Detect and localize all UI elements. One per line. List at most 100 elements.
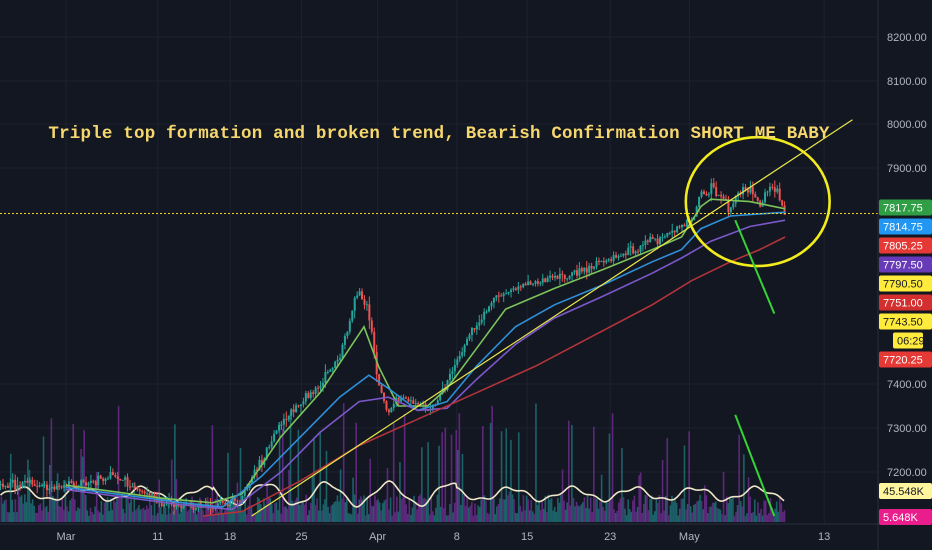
volume-bar — [613, 509, 615, 522]
volume-bar — [346, 498, 348, 522]
volume-bar — [769, 498, 772, 522]
volume-bar — [305, 494, 307, 522]
volume-bar — [597, 508, 600, 522]
volume-bar — [644, 494, 647, 522]
volume-bar — [64, 480, 67, 522]
volume-bar — [755, 515, 758, 522]
volume-bar — [507, 495, 509, 522]
volume-bar — [241, 512, 243, 522]
candle-body — [341, 344, 344, 359]
volume-bar — [13, 512, 15, 522]
candle-body — [28, 479, 31, 483]
candle-body — [273, 433, 276, 442]
volume-bar — [225, 508, 228, 522]
volume-bar — [144, 509, 146, 522]
volume-bar — [339, 469, 342, 522]
candle-body — [1, 483, 4, 487]
x-tick-label: Mar — [57, 531, 76, 543]
candle-body — [26, 480, 29, 483]
volume-bar — [114, 502, 117, 522]
volume-bar — [660, 513, 662, 522]
candle-body — [119, 479, 122, 481]
volume-bar — [95, 472, 98, 522]
volume-bar — [242, 511, 245, 522]
candle-body — [600, 261, 603, 263]
candle-body — [727, 200, 730, 213]
price-badges: 7817.75 7814.75 7805.25 7797.50 7790.50 7751.… — [879, 199, 932, 525]
candle-body — [89, 480, 92, 483]
candle-body — [94, 481, 97, 486]
volume-bar — [444, 427, 447, 522]
volume-bar — [555, 512, 558, 522]
volume-bar — [372, 506, 375, 522]
price-axis[interactable]: 8200.00 8100.00 8000.00 7900.00 7400.00 7300.… — [887, 32, 927, 479]
candle-body — [153, 494, 156, 498]
volume-bar — [414, 501, 417, 522]
volume-bar — [38, 505, 40, 522]
candle-body — [470, 328, 473, 335]
volume-bar — [94, 506, 96, 522]
volume-bar — [718, 508, 720, 522]
candle-body — [536, 281, 539, 284]
volume-bar — [89, 507, 92, 522]
volume-bar — [589, 497, 592, 522]
volume-bar — [391, 515, 393, 522]
candle-body — [702, 191, 705, 195]
candle-body — [260, 459, 263, 465]
volume-bar — [245, 514, 248, 522]
volume-bar — [86, 510, 89, 522]
volume-bar — [6, 511, 9, 522]
candle-body — [387, 409, 390, 413]
volume-bar — [125, 497, 128, 522]
volume-bar — [571, 424, 573, 522]
volume-bar — [621, 448, 623, 522]
candle-body — [654, 238, 657, 240]
volume-bar — [274, 503, 276, 522]
volume-bar — [553, 506, 556, 522]
volume-bar — [364, 515, 367, 522]
volume-bar — [783, 510, 786, 522]
x-tick-label: 23 — [604, 531, 616, 543]
candle-body — [148, 493, 151, 496]
candle-body — [146, 493, 149, 495]
volume-bar — [252, 513, 254, 522]
volume-bar — [607, 502, 609, 522]
volume-bar — [102, 514, 104, 522]
volume-bar — [211, 425, 214, 522]
volume-bar — [647, 510, 650, 522]
volume-bar — [649, 499, 651, 522]
candle-body — [426, 410, 429, 412]
volume-bar — [161, 514, 164, 522]
candle-body — [285, 419, 288, 421]
volume-bar — [306, 515, 309, 522]
volume-bar — [724, 515, 726, 522]
candle-body — [488, 306, 491, 312]
volume-bar — [511, 494, 514, 522]
time-axis[interactable]: Mar 11 18 25 Apr 8 15 23 May 13 — [57, 531, 831, 543]
volume-bar — [11, 499, 14, 522]
candle-body — [583, 267, 586, 272]
candle-body — [107, 478, 110, 480]
price-badge — [893, 332, 923, 349]
candle-body — [568, 275, 571, 279]
volume-bar — [238, 504, 240, 522]
volume-bar — [313, 437, 315, 522]
y-tick-label: 7400.00 — [887, 379, 927, 391]
volume-bar — [707, 513, 709, 522]
volume-bar — [410, 514, 412, 522]
volume-bar — [42, 436, 45, 522]
volume-bar — [16, 511, 18, 522]
volume-bar — [438, 445, 440, 522]
volume-bar — [486, 512, 489, 522]
volume-bar — [119, 497, 121, 522]
candle-body — [234, 498, 237, 501]
candle-body — [124, 477, 127, 480]
price-badge — [879, 218, 932, 235]
candle-body — [483, 311, 486, 320]
volume-bar — [61, 498, 64, 522]
volume-bar — [34, 512, 37, 522]
candle-body — [439, 393, 442, 401]
volume-bar — [458, 413, 461, 522]
candle-body — [343, 336, 346, 345]
